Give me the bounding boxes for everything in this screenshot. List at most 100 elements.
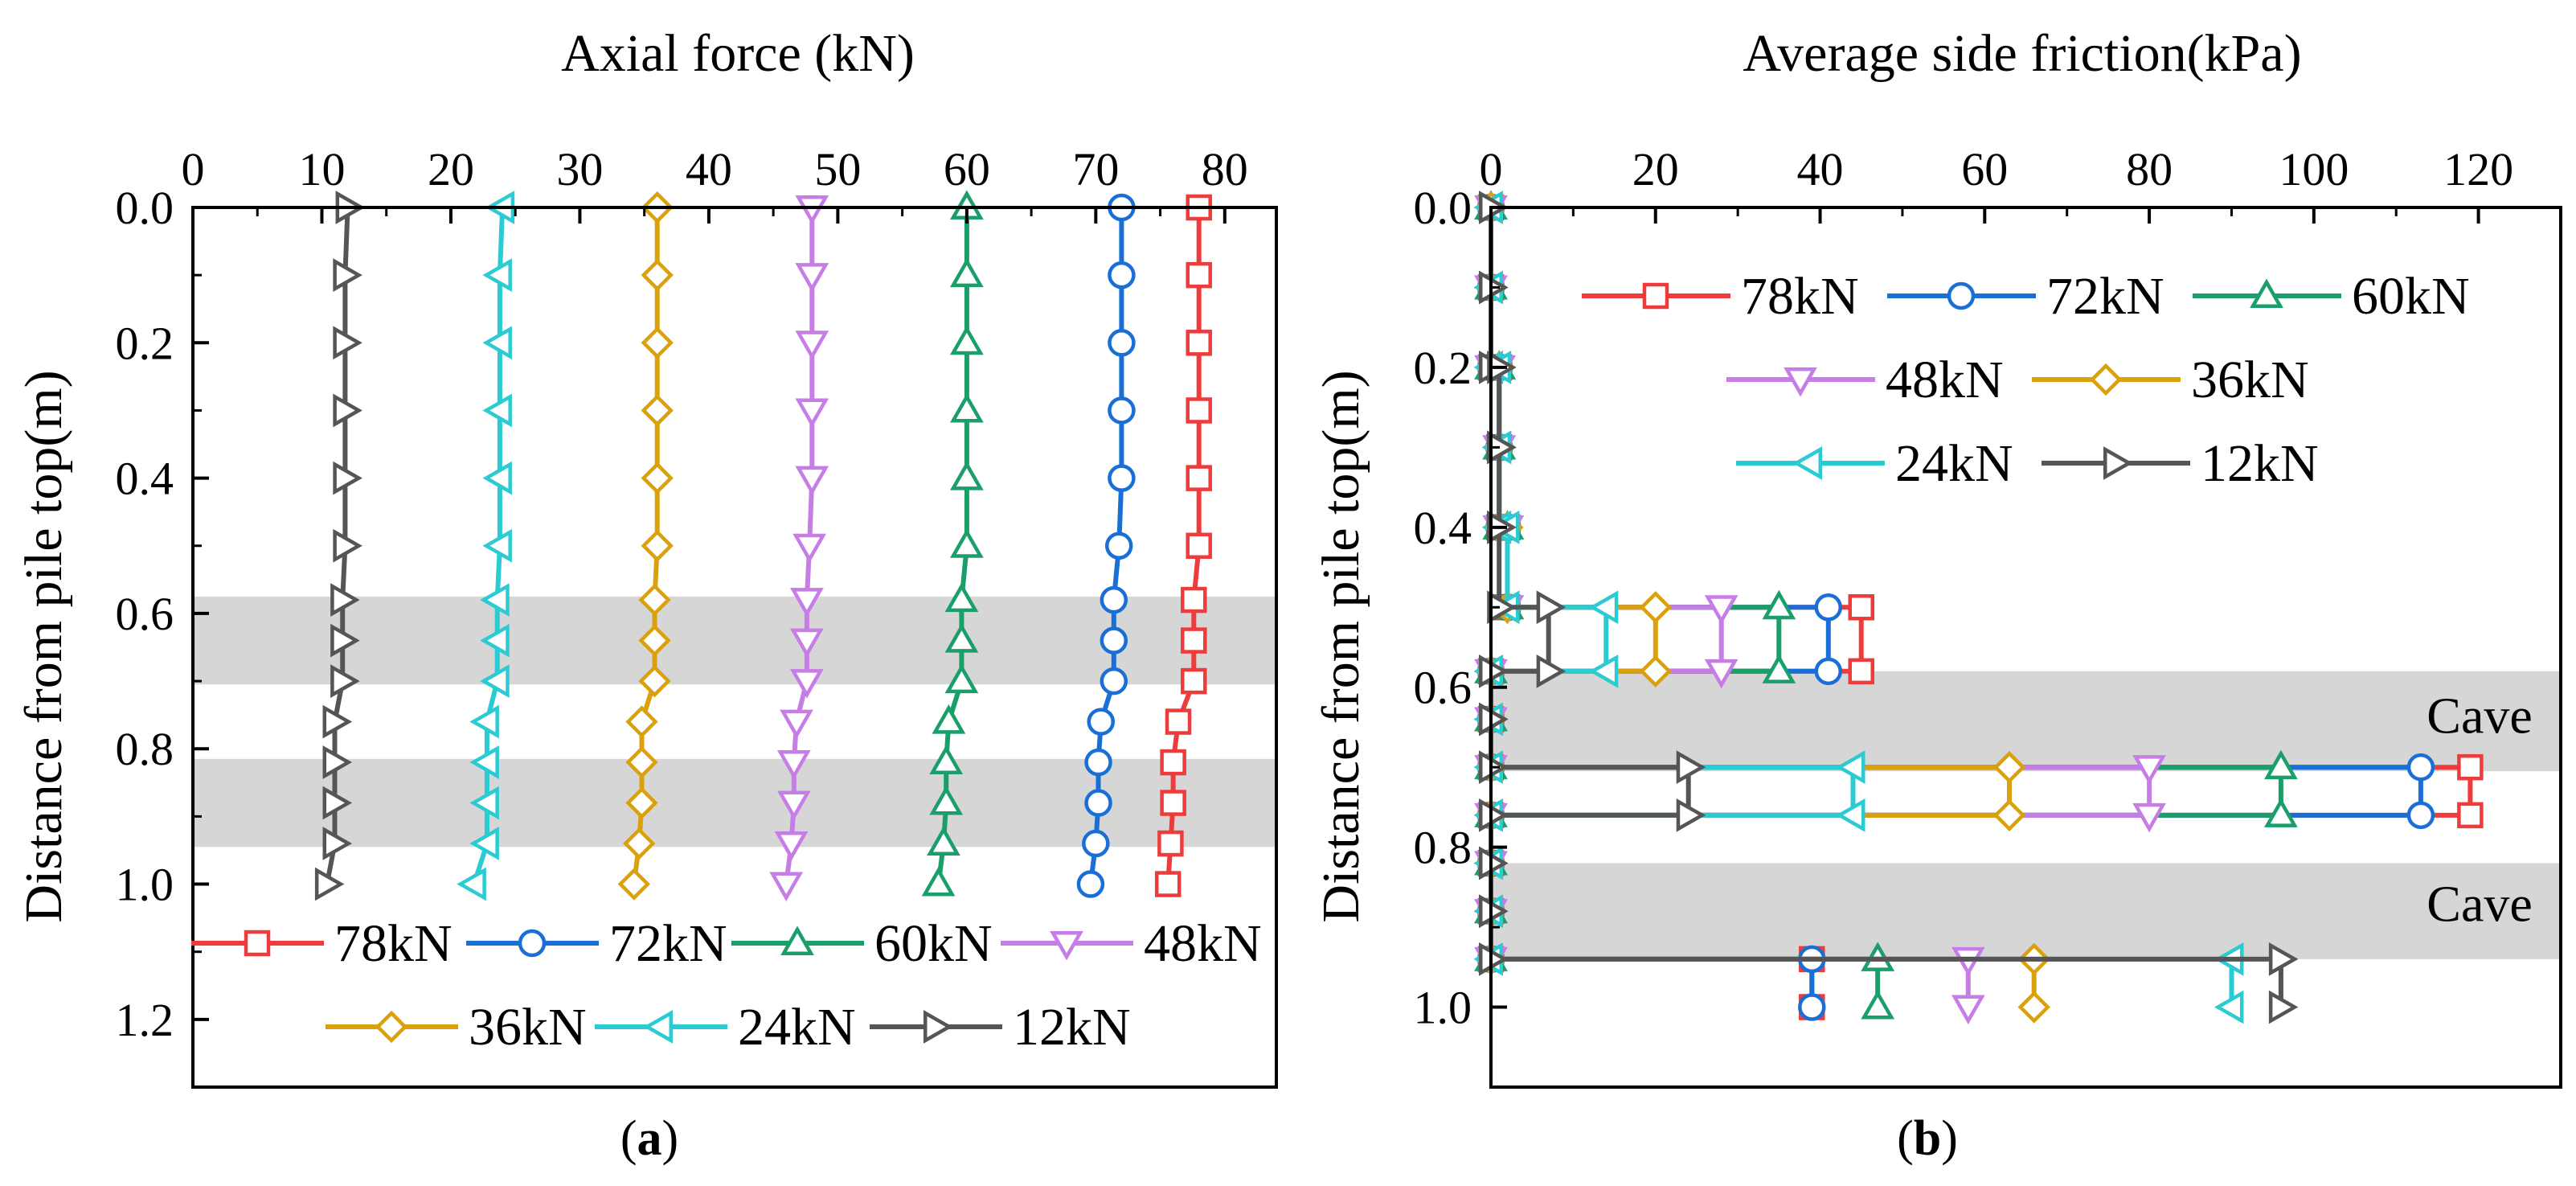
data-point: [949, 325, 984, 355]
y-tick-label: 0.8: [116, 723, 174, 775]
data-point: [795, 263, 829, 293]
data-point: [641, 529, 674, 562]
data-point: [638, 583, 671, 617]
data-point: [2132, 755, 2166, 785]
data-point: [1798, 993, 1826, 1021]
legend-label: 12kN: [2201, 434, 2319, 493]
data-point: [2132, 802, 2166, 833]
legend-swatch-marker: [1642, 282, 1669, 310]
shaded-band: [1491, 863, 2561, 959]
data-point: [638, 664, 671, 698]
data-point: [1536, 590, 1566, 625]
x-tick-label: 80: [2126, 143, 2173, 195]
legend-label: 72kN: [2046, 267, 2164, 326]
legend-label: 24kN: [738, 998, 856, 1057]
data-point: [482, 258, 512, 293]
y-tick-label: 0.0: [116, 182, 174, 234]
legend-swatch-marker: [643, 1010, 673, 1044]
data-point: [1479, 846, 1509, 880]
data-point: [795, 330, 829, 360]
legend-item-36kN: 36kN: [2032, 351, 2309, 409]
data-point: [949, 392, 984, 423]
y-tick-label: 0.4: [116, 453, 174, 505]
legend-swatch-marker: [780, 925, 814, 955]
data-point: [944, 582, 979, 613]
legend-item-48kN: 48kN: [1726, 351, 2004, 409]
data-point: [1084, 789, 1112, 817]
data-point: [769, 872, 804, 902]
legend-label: 48kN: [1886, 351, 2004, 409]
data-point: [1160, 790, 1186, 816]
data-point: [1861, 990, 1895, 1020]
y-tick-label: 0.8: [1414, 822, 1472, 874]
data-point: [1100, 667, 1128, 696]
data-point: [480, 583, 510, 617]
panel-b-label: (b): [1897, 1111, 1958, 1166]
series-48kN: [769, 195, 829, 902]
data-point: [2406, 801, 2435, 830]
data-point: [641, 258, 674, 292]
legend-item-72kN: 72kN: [1887, 267, 2164, 326]
data-point: [457, 867, 486, 901]
cave-annotation: Cave: [2427, 875, 2533, 932]
data-point: [330, 664, 360, 698]
y-tick-label: 0.4: [1414, 502, 1472, 554]
data-point: [1676, 750, 1706, 785]
legend-swatch-marker: [2089, 363, 2123, 396]
data-point: [2264, 749, 2298, 780]
panel-b: Average side friction(kPa) Distance from…: [1312, 24, 2562, 1166]
legend-label: 78kN: [334, 914, 453, 973]
data-point: [469, 704, 499, 739]
legend-label: 48kN: [1144, 914, 1262, 973]
data-point: [1479, 654, 1509, 688]
x-tick-label: 60: [1961, 143, 2008, 195]
legend-swatch-marker: [1947, 281, 1976, 310]
data-point: [1186, 532, 1212, 560]
series-60kN: [921, 190, 984, 897]
data-point: [1154, 871, 1182, 897]
data-point: [480, 664, 510, 698]
data-point: [776, 750, 811, 780]
data-point: [1704, 595, 1738, 625]
data-point: [1848, 658, 1874, 685]
data-point: [1181, 627, 1207, 654]
data-point: [949, 528, 984, 558]
data-point: [795, 195, 829, 225]
data-point: [1160, 749, 1186, 776]
data-point: [929, 745, 964, 775]
y-tick-label: 1.0: [116, 859, 174, 911]
data-point: [2017, 991, 2050, 1024]
data-point: [469, 827, 499, 860]
data-point: [333, 326, 362, 360]
x-tick-label: 10: [298, 143, 345, 195]
data-point: [1479, 942, 1509, 976]
x-tick-label: 20: [1632, 143, 1679, 195]
data-point: [1087, 708, 1116, 736]
legend-item-72kN: 72kN: [466, 914, 727, 973]
legend-item-36kN: 36kN: [326, 998, 587, 1057]
data-point: [1108, 396, 1136, 425]
legend-swatch-marker: [244, 930, 271, 957]
data-point: [1835, 750, 1865, 785]
data-point: [1588, 590, 1619, 625]
x-tick-label: 20: [428, 143, 474, 195]
legend-swatch-marker: [1784, 367, 1817, 397]
data-point: [2214, 990, 2244, 1024]
legend-label: 60kN: [2352, 267, 2470, 326]
data-point: [1835, 798, 1865, 832]
data-point: [482, 393, 512, 428]
legend-item-78kN: 78kN: [191, 914, 453, 973]
data-point: [617, 868, 651, 901]
data-point: [1108, 329, 1136, 357]
data-point: [482, 528, 512, 563]
data-point: [1762, 654, 1796, 683]
series-72kN: [1076, 193, 1136, 898]
data-point: [322, 745, 353, 779]
data-point: [1762, 589, 1796, 620]
data-point: [780, 709, 813, 740]
data-point: [1814, 593, 1843, 622]
data-point: [1676, 798, 1706, 832]
data-point: [333, 258, 362, 293]
legend: 78kN 72kN 60kN 48kN 36kN 24kN 12kN: [1582, 267, 2470, 493]
legend-label: 24kN: [1895, 434, 2013, 493]
